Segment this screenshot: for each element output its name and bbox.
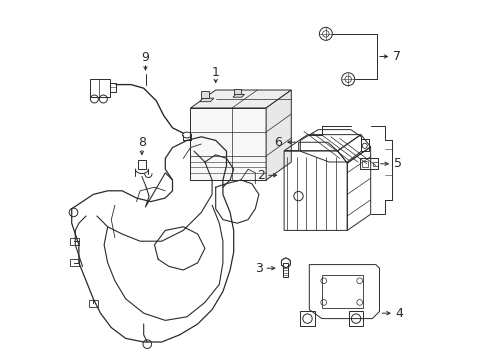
Polygon shape xyxy=(265,90,291,180)
Bar xyxy=(372,162,377,166)
Bar xyxy=(360,139,368,151)
Bar xyxy=(137,160,146,169)
Text: 6: 6 xyxy=(273,136,282,149)
Text: 7: 7 xyxy=(392,50,400,63)
Bar xyxy=(283,263,288,277)
Text: 2: 2 xyxy=(256,169,264,182)
Polygon shape xyxy=(232,94,244,97)
Polygon shape xyxy=(190,90,291,108)
Bar xyxy=(300,311,314,326)
Polygon shape xyxy=(199,98,213,102)
Bar xyxy=(200,91,209,98)
Bar xyxy=(359,158,377,169)
Text: 4: 4 xyxy=(395,307,403,320)
Text: 8: 8 xyxy=(138,136,145,149)
Text: 5: 5 xyxy=(393,157,402,170)
Bar xyxy=(348,311,363,326)
Bar xyxy=(89,300,98,307)
Bar xyxy=(70,259,79,266)
Text: 1: 1 xyxy=(211,66,219,79)
Bar xyxy=(70,238,79,245)
Text: 3: 3 xyxy=(254,262,263,275)
Bar xyxy=(233,89,241,94)
Bar xyxy=(89,79,109,97)
Bar xyxy=(321,275,363,308)
Text: 9: 9 xyxy=(141,51,149,64)
Polygon shape xyxy=(190,108,265,180)
Bar xyxy=(362,161,367,167)
Bar xyxy=(109,83,116,92)
